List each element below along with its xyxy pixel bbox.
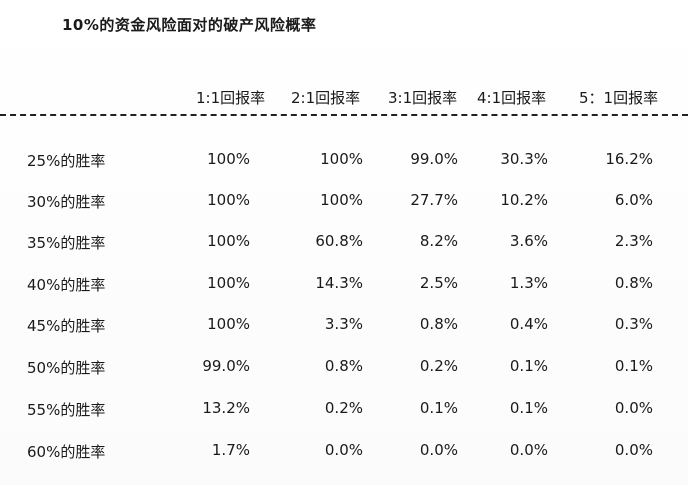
table-cell: 1.7% xyxy=(211,441,250,459)
column-header-2-1: 2:1回报率 xyxy=(291,89,361,107)
table-cell: 100% xyxy=(320,150,363,168)
table-cell: 13.2% xyxy=(202,399,250,417)
table-cell: 0.0% xyxy=(419,441,458,459)
table-cell: 1.3% xyxy=(509,274,548,292)
table-cell: 10.2% xyxy=(500,191,548,209)
table-cell: 100% xyxy=(207,274,250,292)
row-label: 45%的胜率 xyxy=(27,317,106,335)
table-cell: 99.0% xyxy=(410,150,458,168)
row-label: 40%的胜率 xyxy=(27,276,106,294)
table-cell: 0.8% xyxy=(614,274,653,292)
row-label: 30%的胜率 xyxy=(27,193,106,211)
table-cell: 0.2% xyxy=(419,357,458,375)
table-cell: 0.1% xyxy=(509,399,548,417)
table-cell: 0.8% xyxy=(324,357,363,375)
table-cell: 60.8% xyxy=(315,232,363,250)
table-cell: 0.1% xyxy=(419,399,458,417)
table-cell: 0.0% xyxy=(614,441,653,459)
table-cell: 0.0% xyxy=(614,399,653,417)
table-cell: 100% xyxy=(207,150,250,168)
dashed-divider xyxy=(0,114,688,116)
table-cell: 0.1% xyxy=(509,357,548,375)
table-cell: 100% xyxy=(207,232,250,250)
table-cell: 2.5% xyxy=(419,274,458,292)
column-header-1-1: 1:1回报率 xyxy=(196,89,266,107)
table-cell: 6.0% xyxy=(614,191,653,209)
table-title: 10%的资金风险面对的破产风险概率 xyxy=(62,16,317,34)
table-cell: 0.1% xyxy=(614,357,653,375)
table-cell: 99.0% xyxy=(202,357,250,375)
table-cell: 27.7% xyxy=(410,191,458,209)
row-label: 35%的胜率 xyxy=(27,234,106,252)
table-cell: 100% xyxy=(207,315,250,333)
row-label: 50%的胜率 xyxy=(27,359,106,377)
table-cell: 0.3% xyxy=(614,315,653,333)
table-cell: 0.0% xyxy=(509,441,548,459)
table-cell: 16.2% xyxy=(605,150,653,168)
table-cell: 30.3% xyxy=(500,150,548,168)
table-cell: 100% xyxy=(320,191,363,209)
column-header-4-1: 4:1回报率 xyxy=(477,89,547,107)
table-cell: 14.3% xyxy=(315,274,363,292)
table-cell: 0.0% xyxy=(324,441,363,459)
table-cell: 3.3% xyxy=(324,315,363,333)
table-cell: 0.8% xyxy=(419,315,458,333)
column-header-3-1: 3:1回报率 xyxy=(388,89,458,107)
table-cell: 3.6% xyxy=(509,232,548,250)
row-label: 60%的胜率 xyxy=(27,443,106,461)
row-label: 55%的胜率 xyxy=(27,401,106,419)
table-cell: 100% xyxy=(207,191,250,209)
table-cell: 0.4% xyxy=(509,315,548,333)
row-label: 25%的胜率 xyxy=(27,152,106,170)
column-header-5-1: 5：1回报率 xyxy=(579,89,659,107)
table-cell: 8.2% xyxy=(419,232,458,250)
table-cell: 2.3% xyxy=(614,232,653,250)
table-cell: 0.2% xyxy=(324,399,363,417)
